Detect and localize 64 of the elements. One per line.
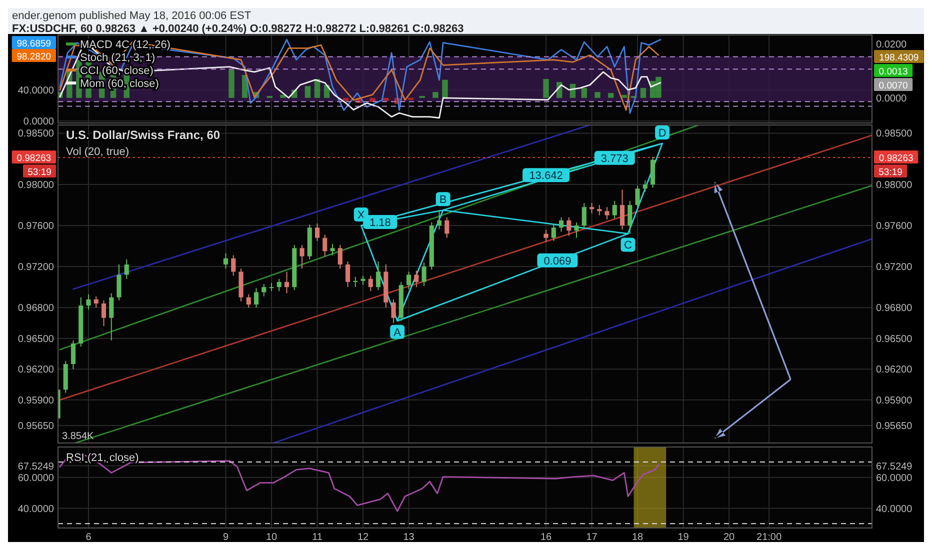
y2-tick-label: 0.98000: [876, 180, 913, 191]
y-tick-label: 67.5249: [18, 461, 54, 472]
x-tick-label: 17: [586, 532, 598, 543]
y2-tick-label: 0.0200: [876, 39, 908, 50]
y-tick-label: 0.98000: [18, 180, 54, 191]
annotation: Vol (20, true): [66, 146, 129, 158]
y2-tick-label: 0.97600: [876, 221, 913, 232]
y2-tick-label: 60.0000: [876, 472, 913, 484]
x-tick-label: 10: [266, 532, 278, 543]
annotation: 3.773: [600, 152, 628, 165]
chart-title: U.S. Dollar/Swiss Franc, 60: [66, 128, 220, 142]
text: 198.4309: [879, 52, 919, 64]
y2-tick-label: 0.98500: [876, 128, 913, 140]
x-tick-label: 20: [723, 532, 736, 543]
x-tick-label: 12: [357, 532, 370, 543]
y2-tick-label: 67.5249: [876, 461, 913, 472]
annotation: D: [658, 127, 666, 140]
chart-title: RSI (21, close): [66, 452, 139, 464]
text: 0.0070: [878, 80, 908, 92]
text: 0.98263: [16, 153, 52, 164]
y2-tick-label: 40.0000: [876, 504, 913, 515]
y-tick-label: 0.97200: [18, 262, 54, 274]
y2-tick-label: 0.96500: [876, 334, 913, 345]
y-tick-label: 0.98500: [18, 128, 54, 140]
ref-line-label: 0.98263: [878, 153, 914, 164]
y2-tick-label: 0.96200: [876, 364, 913, 376]
y-tick-label: 40.0000: [18, 86, 54, 96]
annotation: 1.18: [369, 216, 391, 229]
text: 98.2820: [16, 52, 52, 62]
x-tick-label: 6: [86, 532, 92, 543]
chart-title: ender.genom published May 18, 2016 00:06 EST: [12, 10, 252, 22]
x-tick-label: 18: [632, 532, 644, 543]
annotation: 0.069: [544, 255, 572, 268]
annotation: A: [394, 326, 402, 339]
text: 98.6859: [16, 38, 52, 50]
annotation: 3.854K: [62, 431, 94, 442]
y-tick-label: 60.0000: [18, 472, 54, 484]
annotation: 13.642: [529, 170, 563, 182]
annotation: X: [357, 210, 366, 222]
x-tick-label: 19: [678, 532, 690, 543]
x-tick-label: 11: [312, 532, 323, 543]
y-tick-label: 0.95650: [18, 421, 54, 432]
y-tick-label: 0.95900: [18, 395, 54, 406]
annotation: B: [439, 194, 447, 206]
y-tick-label: 0.96200: [18, 364, 54, 376]
y-tick-label: 40.0000: [18, 504, 54, 515]
y-tick-label: 0.0000: [23, 116, 54, 128]
text: 53:19: [28, 167, 52, 178]
x-tick-label: 9: [222, 532, 229, 543]
chart-subtitle: FX:USDCHF, 60 0.98263 ▲ +0.00240 (+0.24%) O:0.98272 H:0.98272 L:0.98261 C:0.98263: [12, 23, 464, 35]
text: 53:19: [878, 167, 902, 178]
y2-tick-label: 0.96800: [876, 303, 913, 314]
annotation: C: [624, 240, 632, 252]
x-tick-label: 21:00: [756, 532, 782, 543]
y2-tick-label: 0.0000: [876, 93, 908, 104]
x-tick-label: 16: [540, 532, 552, 543]
y-tick-label: 0.97600: [18, 221, 54, 232]
text: 0.0013: [878, 66, 908, 78]
y2-tick-label: 0.95900: [876, 395, 913, 406]
y2-tick-label: 0.95650: [876, 421, 913, 432]
y2-tick-label: 0.97200: [876, 262, 913, 274]
x-tick-label: 13: [403, 532, 415, 543]
y-tick-label: 0.96800: [18, 303, 54, 314]
y-tick-label: 0.96500: [18, 334, 54, 345]
